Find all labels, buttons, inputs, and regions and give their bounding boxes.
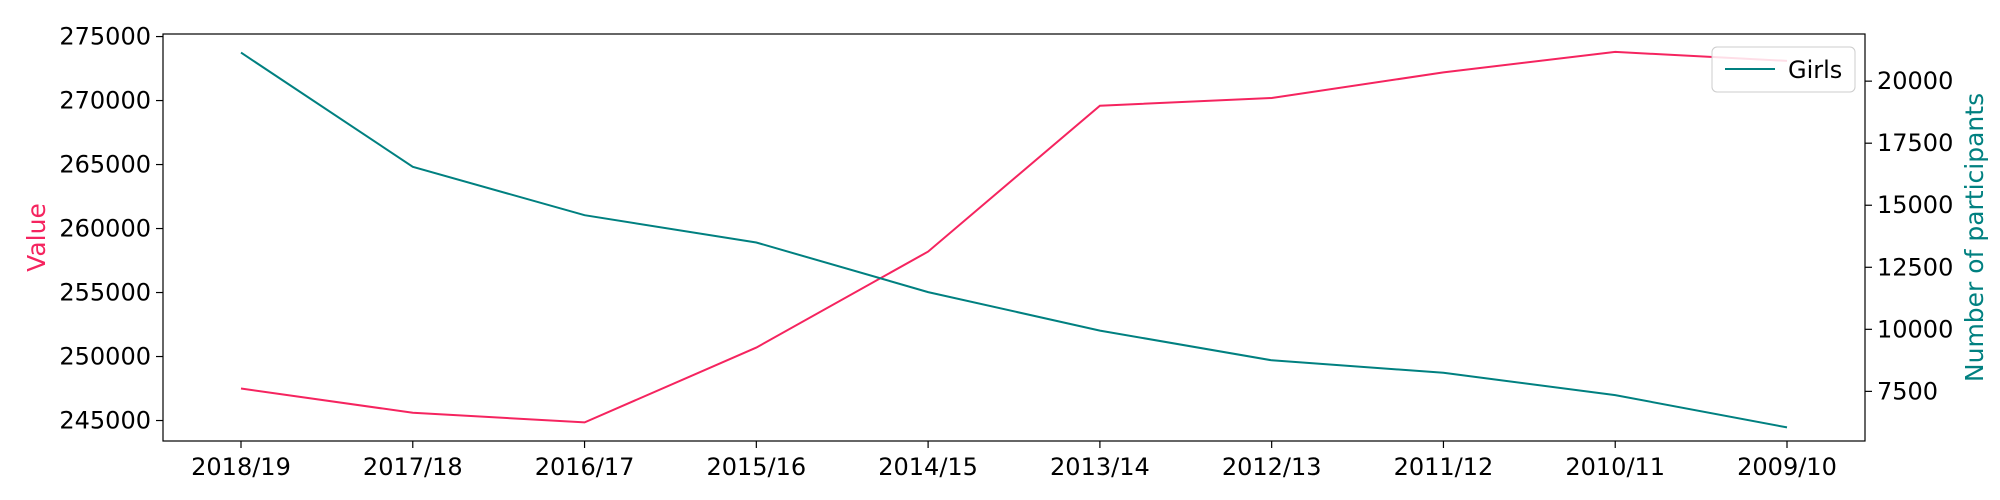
y-tick-label: 275000: [59, 23, 151, 51]
x-tick-label: 2016/17: [535, 453, 635, 481]
legend-label-girls: Girls: [1788, 56, 1842, 84]
y-tick-label: 250000: [59, 343, 151, 371]
axes-border: [162, 33, 1866, 442]
y-axis-right: 7500 10000 12500 15000 17500 20000: [1865, 67, 1953, 405]
series-line-0: [240, 50, 1788, 424]
plot-background: [163, 34, 1865, 441]
x-axis: 2018/19 2017/18 2016/17 2015/16 2014/15 2013/…: [191, 441, 1837, 481]
x-tick-label: 2014/15: [878, 453, 978, 481]
series-line-girls: [240, 51, 1788, 429]
series-lines: [240, 50, 1788, 429]
x-tick-label: 2015/16: [706, 453, 806, 481]
x-tick-label: 2010/11: [1565, 453, 1665, 481]
x-tick-label: 2017/18: [363, 453, 463, 481]
x-tick-label: 2013/14: [1050, 453, 1150, 481]
y-tick-label: 270000: [59, 87, 151, 115]
y-tick-label: 260000: [59, 215, 151, 243]
x-tick-label: 2009/10: [1737, 453, 1837, 481]
y2-tick-label: 10000: [1877, 315, 1953, 343]
y-tick-label: 255000: [59, 279, 151, 307]
plot-frame: [162, 33, 1866, 442]
x-tick-label: 2011/12: [1394, 453, 1494, 481]
y2-axis-label: Number of participants: [1960, 93, 1989, 382]
y2-tick-label: 17500: [1877, 129, 1953, 157]
x-tick-label: 2018/19: [191, 453, 291, 481]
y2-tick-label: 7500: [1877, 377, 1938, 405]
plot-area: [163, 34, 1865, 441]
y2-tick-label: 20000: [1877, 67, 1953, 95]
y-axis-label: Value: [22, 203, 51, 272]
legend-box: [1711, 46, 1856, 93]
y2-tick-label: 12500: [1877, 253, 1953, 281]
legend: Girls: [1711, 46, 1856, 93]
y-tick-label: 265000: [59, 151, 151, 179]
y2-tick-label: 15000: [1877, 191, 1953, 219]
y-tick-label: 245000: [59, 407, 151, 435]
x-tick-label: 2012/13: [1222, 453, 1322, 481]
y-axis-left: 245000 250000 255000 260000 265000 270000 2750…: [59, 23, 163, 435]
